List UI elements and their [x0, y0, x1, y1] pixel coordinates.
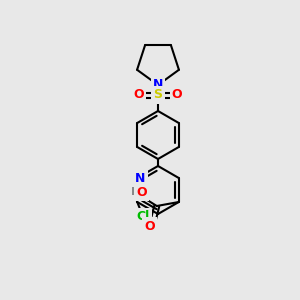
Text: O: O — [145, 220, 155, 232]
Text: O: O — [172, 88, 182, 101]
Text: N: N — [135, 172, 146, 184]
Text: H: H — [131, 187, 140, 197]
Text: Cl: Cl — [136, 211, 150, 224]
Text: N: N — [153, 79, 163, 92]
Text: S: S — [154, 88, 163, 101]
Text: O: O — [136, 185, 147, 199]
Text: O: O — [134, 88, 144, 101]
